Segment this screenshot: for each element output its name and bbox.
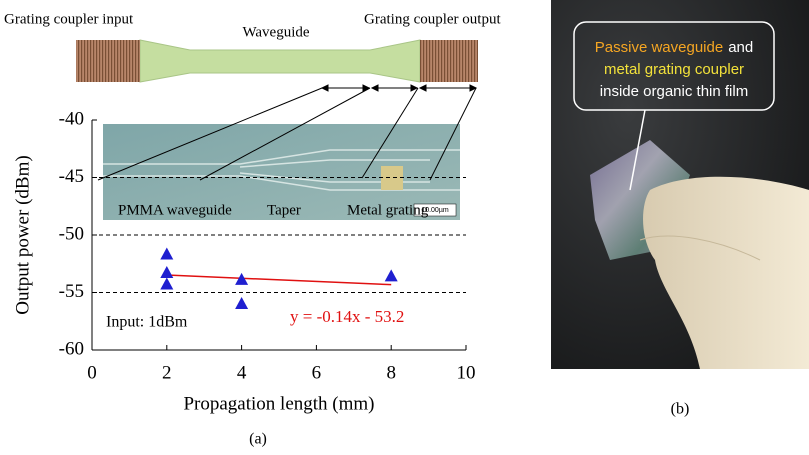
diagram-label: Grating coupler input (4, 11, 134, 27)
annotation: Taper (267, 202, 301, 218)
x-tick-label: 4 (237, 362, 247, 383)
data-point (160, 277, 173, 289)
annotation: Metal grating (347, 202, 429, 218)
x-tick-label: 6 (312, 362, 322, 383)
y-tick-label: -50 (59, 223, 84, 244)
callout-text: inside organic thin film (600, 83, 748, 100)
device-diagram: Grating coupler input Waveguide Grating … (4, 11, 501, 91)
data-point (235, 297, 248, 309)
data-point (160, 248, 173, 260)
x-tick-label: 10 (457, 362, 476, 383)
trendline (167, 275, 391, 285)
annotation: Input: 1dBm (106, 314, 188, 331)
grating-image (381, 166, 403, 190)
diagram-label: Waveguide (242, 24, 309, 40)
data-point (385, 269, 398, 281)
caption: (b) (671, 401, 690, 418)
x-tick-label: 8 (386, 362, 396, 383)
section-arrows (322, 85, 476, 91)
figure: Grating coupler input Waveguide Grating … (0, 0, 809, 450)
y-tick-label: -60 (59, 338, 84, 359)
y-tick-label: -45 (59, 166, 84, 187)
grating-pad (76, 40, 140, 82)
x-tick-label: 2 (162, 362, 172, 383)
grating-pad (420, 40, 478, 82)
y-tick-label: -55 (59, 281, 84, 302)
waveguide-shape (140, 40, 420, 82)
diagram-label: Grating coupler output (364, 11, 501, 27)
x-tick-label: 0 (87, 362, 97, 383)
data-point (160, 266, 173, 278)
x-axis-label: Propagation length (mm) (183, 393, 374, 414)
callout-text: metal grating coupler (604, 61, 744, 78)
y-axis-label: Output power (dBm) (12, 155, 33, 314)
trendline-label: y = -0.14x - 53.2 (290, 307, 404, 326)
scale-bar-label: 10.00µm (421, 207, 449, 214)
annotation: PMMA waveguide (118, 202, 232, 218)
caption: (a) (249, 431, 267, 448)
y-tick-label: -40 (59, 108, 84, 129)
